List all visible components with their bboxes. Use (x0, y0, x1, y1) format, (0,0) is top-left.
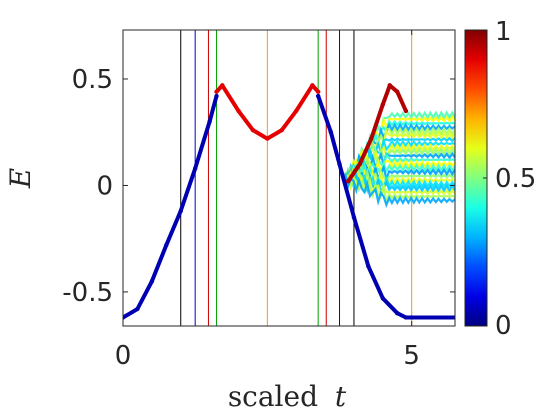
data-point (315, 93, 321, 99)
data-point (236, 108, 241, 114)
y-axis-label: E (4, 168, 37, 189)
data-point (315, 89, 321, 94)
data-point (380, 102, 386, 107)
data-point (192, 166, 198, 171)
data-point (178, 208, 183, 214)
plot-area (123, 30, 455, 326)
data-point (452, 315, 455, 320)
data-point (149, 279, 155, 284)
data-point (409, 315, 414, 320)
data-point (380, 296, 386, 301)
colorbar-tick-label: 0.5 (495, 164, 536, 194)
oscillation-trace (344, 136, 455, 185)
y-tick-label: 0.5 (72, 65, 113, 95)
data-point (328, 130, 334, 135)
plot-frame (122, 29, 456, 327)
colorbar-tick-label: 1 (495, 17, 512, 47)
oscillation-trace (344, 151, 455, 186)
data-point (366, 264, 371, 269)
data-point (395, 311, 400, 316)
data-point (123, 315, 126, 320)
y-tick-label: 0 (96, 171, 113, 201)
oscillation-trace (344, 168, 455, 195)
x-axis-label: scaled t (228, 380, 347, 413)
oscillation-trace (344, 173, 455, 209)
data-point (403, 315, 409, 320)
data-point (214, 89, 219, 94)
data-point (164, 242, 169, 248)
oscillation-trace (344, 171, 455, 194)
x-tick-label: 0 (115, 341, 132, 371)
data-point (294, 108, 299, 114)
series-fall (316, 94, 455, 320)
data-point (135, 306, 140, 312)
data-point (207, 119, 212, 124)
data-point (214, 93, 219, 99)
data-point (403, 108, 409, 114)
data-point (220, 83, 225, 88)
data-point (265, 136, 270, 141)
data-point (357, 161, 362, 167)
x-axis-label-word: scaled (228, 380, 318, 413)
y-tick-label: -0.5 (62, 278, 113, 308)
data-point (250, 127, 256, 133)
oscillation-trace (344, 171, 455, 205)
series-rise (123, 94, 219, 320)
data-point (310, 83, 315, 88)
data-point (387, 83, 392, 88)
x-axis-label-var: t (335, 380, 347, 413)
data-point (279, 127, 284, 133)
x-tick-label: 5 (403, 341, 420, 371)
oscillation-trace (344, 157, 455, 186)
data-point (369, 136, 374, 141)
data-point (351, 215, 357, 220)
data-point (337, 161, 342, 167)
colorbar-tick-label: 0 (495, 311, 512, 341)
data-point (345, 178, 351, 184)
data-point (395, 89, 400, 94)
